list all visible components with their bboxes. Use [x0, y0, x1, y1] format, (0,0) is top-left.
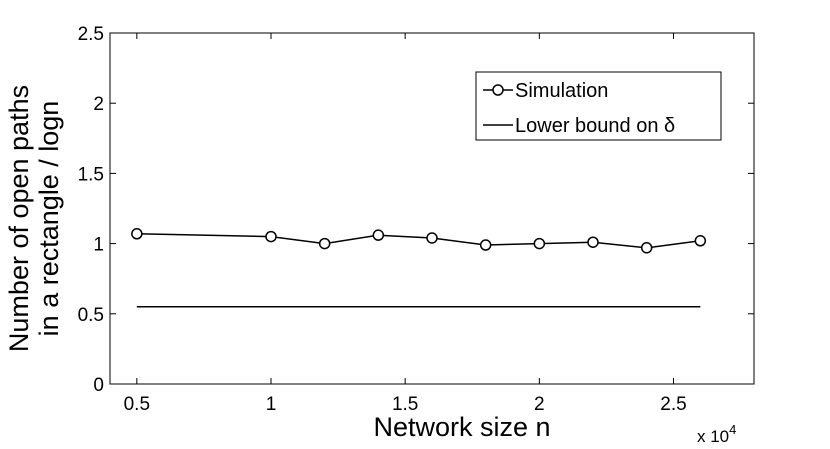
y-axis-label-line: in a rectangle / logn — [34, 101, 64, 337]
data-point — [587, 236, 599, 248]
data-point — [533, 237, 546, 250]
x-multiplier-exponent: 4 — [729, 422, 736, 437]
legend-label: Lower bound on δ — [515, 115, 675, 137]
x-tick-label: 1 — [266, 394, 277, 415]
axes-layer: 0.5 1 1.5 2 2.5 0 0.5 1 1.5 2 2.5 — [78, 24, 755, 415]
data-point — [372, 229, 385, 241]
y-tick-label: 0.5 — [78, 305, 104, 326]
data-point — [479, 239, 492, 251]
y-tick-label: 1 — [93, 235, 104, 256]
legend-label: Simulation — [515, 80, 608, 102]
data-point — [131, 228, 143, 240]
legend-swatch-marker — [492, 84, 504, 96]
y-tick-label: 2.5 — [78, 24, 104, 45]
data-point — [318, 237, 331, 250]
x-tick-label: 1.5 — [392, 394, 418, 415]
y-tick-label: 1.5 — [78, 164, 104, 185]
x-tick-label: 2.5 — [660, 394, 686, 415]
x-axis-multiplier: x 104 — [697, 422, 736, 444]
y-axis-label-line: Number of open paths — [4, 85, 34, 352]
legend: Simulation Lower bound on δ — [475, 71, 722, 141]
x-tick-label: 0.5 — [124, 394, 150, 415]
data-point — [694, 235, 707, 247]
data-point — [265, 230, 277, 243]
legend-box — [475, 71, 722, 141]
plot-frame — [109, 32, 755, 385]
y-tick-label: 2 — [93, 94, 104, 115]
series-layer — [131, 228, 707, 308]
y-axis-label: Number of open pathsin a rectangle / log… — [4, 85, 64, 352]
data-point — [640, 242, 653, 254]
series-line-0 — [136, 233, 701, 249]
data-point — [426, 232, 438, 244]
y-tick-label: 0 — [93, 375, 104, 396]
x-axis-label: Network size n — [373, 412, 550, 442]
x-tick-label: 2 — [534, 394, 545, 415]
label-layer: Network size n Number of open pathsin a r… — [4, 85, 736, 446]
x-multiplier-base: x 10 — [697, 427, 729, 444]
